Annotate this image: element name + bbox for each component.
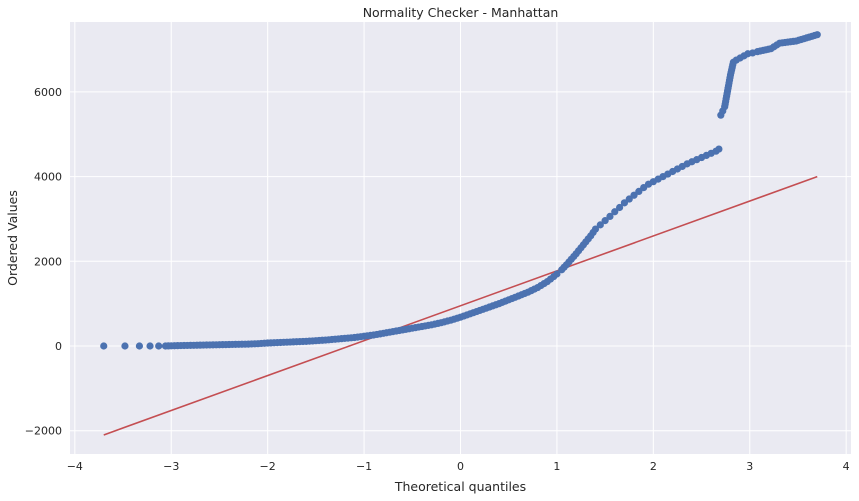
data-point	[811, 31, 819, 40]
data-point	[635, 187, 643, 196]
x-tick-label: 4	[843, 460, 850, 473]
x-tick-label: −1	[356, 460, 372, 473]
sample-points	[100, 31, 821, 350]
data-point	[366, 331, 375, 340]
x-tick-label: −3	[163, 460, 179, 473]
data-point	[625, 195, 633, 203]
data-point	[789, 37, 797, 46]
x-tick-labels: −4 −3 −2 −1 0 1 2 3 4	[67, 460, 850, 473]
data-point	[584, 235, 592, 243]
data-point	[630, 191, 638, 199]
data-point	[386, 328, 394, 336]
y-tick-label: −2000	[25, 425, 62, 438]
y-tick-label: 0	[55, 340, 62, 353]
data-point	[121, 342, 129, 350]
y-axis-label: Ordered Values	[5, 190, 20, 286]
data-point	[289, 338, 297, 346]
data-point	[212, 341, 220, 349]
data-point	[202, 341, 211, 349]
data-point	[606, 212, 614, 220]
data-point	[550, 272, 558, 281]
data-point	[193, 341, 201, 349]
data-point	[575, 247, 583, 255]
data-point	[463, 311, 471, 319]
data-point	[615, 203, 624, 212]
data-point	[395, 326, 404, 335]
data-point	[146, 342, 154, 350]
data-point	[596, 221, 604, 229]
data-point	[164, 342, 172, 350]
data-point	[260, 339, 269, 347]
y-tick-labels: −2000 0 2000 4000 6000	[25, 86, 62, 438]
data-point	[155, 342, 163, 350]
y-tick-label: 2000	[34, 255, 62, 268]
data-point	[511, 293, 519, 301]
data-point	[570, 252, 578, 261]
data-point	[231, 340, 240, 348]
data-point	[251, 340, 259, 348]
data-point	[601, 217, 609, 225]
x-tick-label: 0	[457, 460, 464, 473]
data-point	[347, 334, 355, 342]
data-point	[222, 340, 230, 349]
data-point	[318, 336, 326, 344]
data-point	[530, 285, 539, 293]
data-point	[299, 337, 307, 346]
data-point	[611, 208, 619, 216]
data-point	[424, 321, 432, 329]
data-point	[620, 199, 629, 207]
data-point	[472, 307, 481, 316]
data-point	[405, 325, 413, 333]
data-point	[100, 342, 108, 350]
fit-line	[103, 175, 818, 436]
x-tick-label: 3	[746, 460, 753, 473]
reference-line	[103, 175, 818, 436]
data-point	[579, 241, 588, 249]
data-point	[501, 297, 510, 305]
x-tick-label: −4	[67, 460, 83, 473]
data-point	[135, 342, 144, 350]
data-point	[589, 228, 597, 237]
data-point	[415, 323, 423, 331]
data-point	[280, 338, 288, 346]
data-point	[773, 41, 781, 49]
x-tick-label: 1	[553, 460, 560, 473]
data-point	[309, 337, 317, 345]
data-point	[270, 339, 278, 347]
x-tick-label: 2	[650, 460, 657, 473]
data-point	[492, 301, 500, 309]
data-point	[715, 145, 723, 153]
data-point	[521, 289, 529, 298]
data-point	[729, 61, 737, 69]
data-point	[764, 45, 773, 53]
data-point	[444, 317, 452, 325]
data-point	[357, 333, 365, 341]
data-point	[376, 330, 384, 338]
chart-title: Normality Checker - Manhattan	[363, 5, 559, 20]
x-tick-label: −2	[260, 460, 276, 473]
data-point	[174, 342, 182, 350]
data-point	[241, 340, 249, 348]
data-point	[183, 341, 191, 350]
data-point	[482, 304, 490, 312]
data-point	[434, 319, 442, 328]
data-point	[565, 258, 573, 266]
x-axis-label: Theoretical quantiles	[394, 479, 526, 494]
data-point	[453, 314, 461, 322]
data-point	[560, 263, 568, 271]
x-gridlines	[74, 22, 847, 454]
data-point	[756, 47, 764, 55]
data-point	[337, 335, 346, 343]
y-tick-label: 6000	[34, 86, 62, 99]
y-tick-label: 4000	[34, 171, 62, 184]
data-point	[328, 335, 336, 344]
data-point	[540, 280, 548, 288]
